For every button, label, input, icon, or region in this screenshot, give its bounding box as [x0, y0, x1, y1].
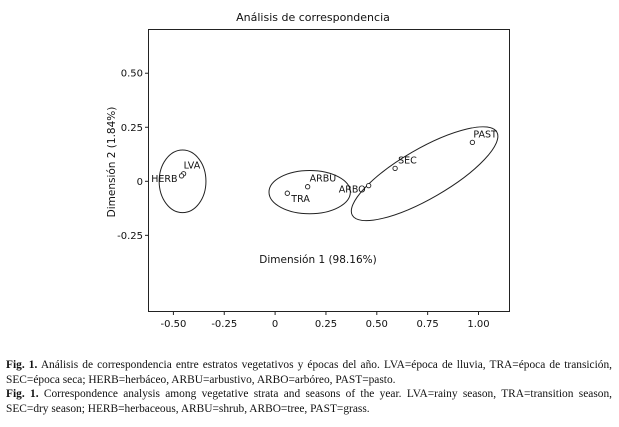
x-tick-label: 0 [272, 319, 278, 330]
point-label-tra: TRA [290, 194, 310, 205]
cluster-ellipse [268, 170, 351, 215]
data-point-tra [284, 190, 290, 196]
data-point-herb [178, 173, 185, 179]
y-tick-label: 0 [137, 177, 143, 188]
y-axis-ticks: 0.50 0.25 0 -0.25 [117, 69, 149, 242]
x-axis-ticks: -0.50 -0.25 0 0.25 0.50 0.75 1.00 [160, 311, 490, 330]
point-label-lva: LVA [184, 161, 201, 172]
correspondence-analysis-chart: Análisis de correspondencia -0.50 -0.25 0 0… [106, 11, 510, 330]
point-label-arbo: ARBO [339, 185, 366, 196]
y-tick-label: -0.25 [117, 231, 143, 242]
cluster-ellipse [350, 126, 499, 222]
point-label-sec: SEC [398, 155, 417, 166]
caption-spanish: Fig. 1. Análisis de correspondencia entr… [6, 358, 612, 387]
x-tick-label: 0.25 [315, 319, 337, 330]
figure-caption: Fig. 1. Análisis de correspondencia entr… [6, 358, 612, 416]
y-axis-label: Dimensión 2 (1.84%) [106, 107, 118, 218]
x-tick-label: 0.50 [366, 319, 388, 330]
chart-title: Análisis de correspondencia [236, 11, 390, 24]
y-tick-label: 0.25 [121, 123, 143, 134]
caption-spanish-text: Análisis de correspondencia entre estrat… [6, 359, 612, 386]
x-tick-label: -0.50 [160, 319, 186, 330]
data-point-arbo [366, 182, 372, 189]
caption-spanish-label: Fig. 1. [6, 359, 38, 371]
caption-english: Fig. 1. Correspondence analysis among ve… [6, 387, 612, 416]
data-point-sec [392, 165, 398, 171]
x-tick-label: 0.75 [417, 319, 439, 330]
point-label-past: PAST [473, 129, 497, 140]
cluster-ellipses [158, 126, 499, 222]
plot-frame [148, 29, 510, 312]
x-axis-label: Dimensión 1 (98.16%) [259, 254, 376, 266]
data-point-arbu [304, 184, 311, 190]
cluster-ellipse [158, 149, 207, 214]
caption-english-text: Correspondence analysis among vegetative… [6, 388, 612, 415]
point-label-herb: HERB [151, 174, 177, 185]
point-label-arbu: ARBU [310, 174, 337, 185]
data-point-past [469, 139, 476, 146]
y-tick-label: 0.50 [121, 69, 143, 80]
x-tick-label: -0.25 [211, 319, 237, 330]
x-tick-label: 1.00 [467, 319, 489, 330]
caption-english-label: Fig. 1. [6, 388, 39, 400]
